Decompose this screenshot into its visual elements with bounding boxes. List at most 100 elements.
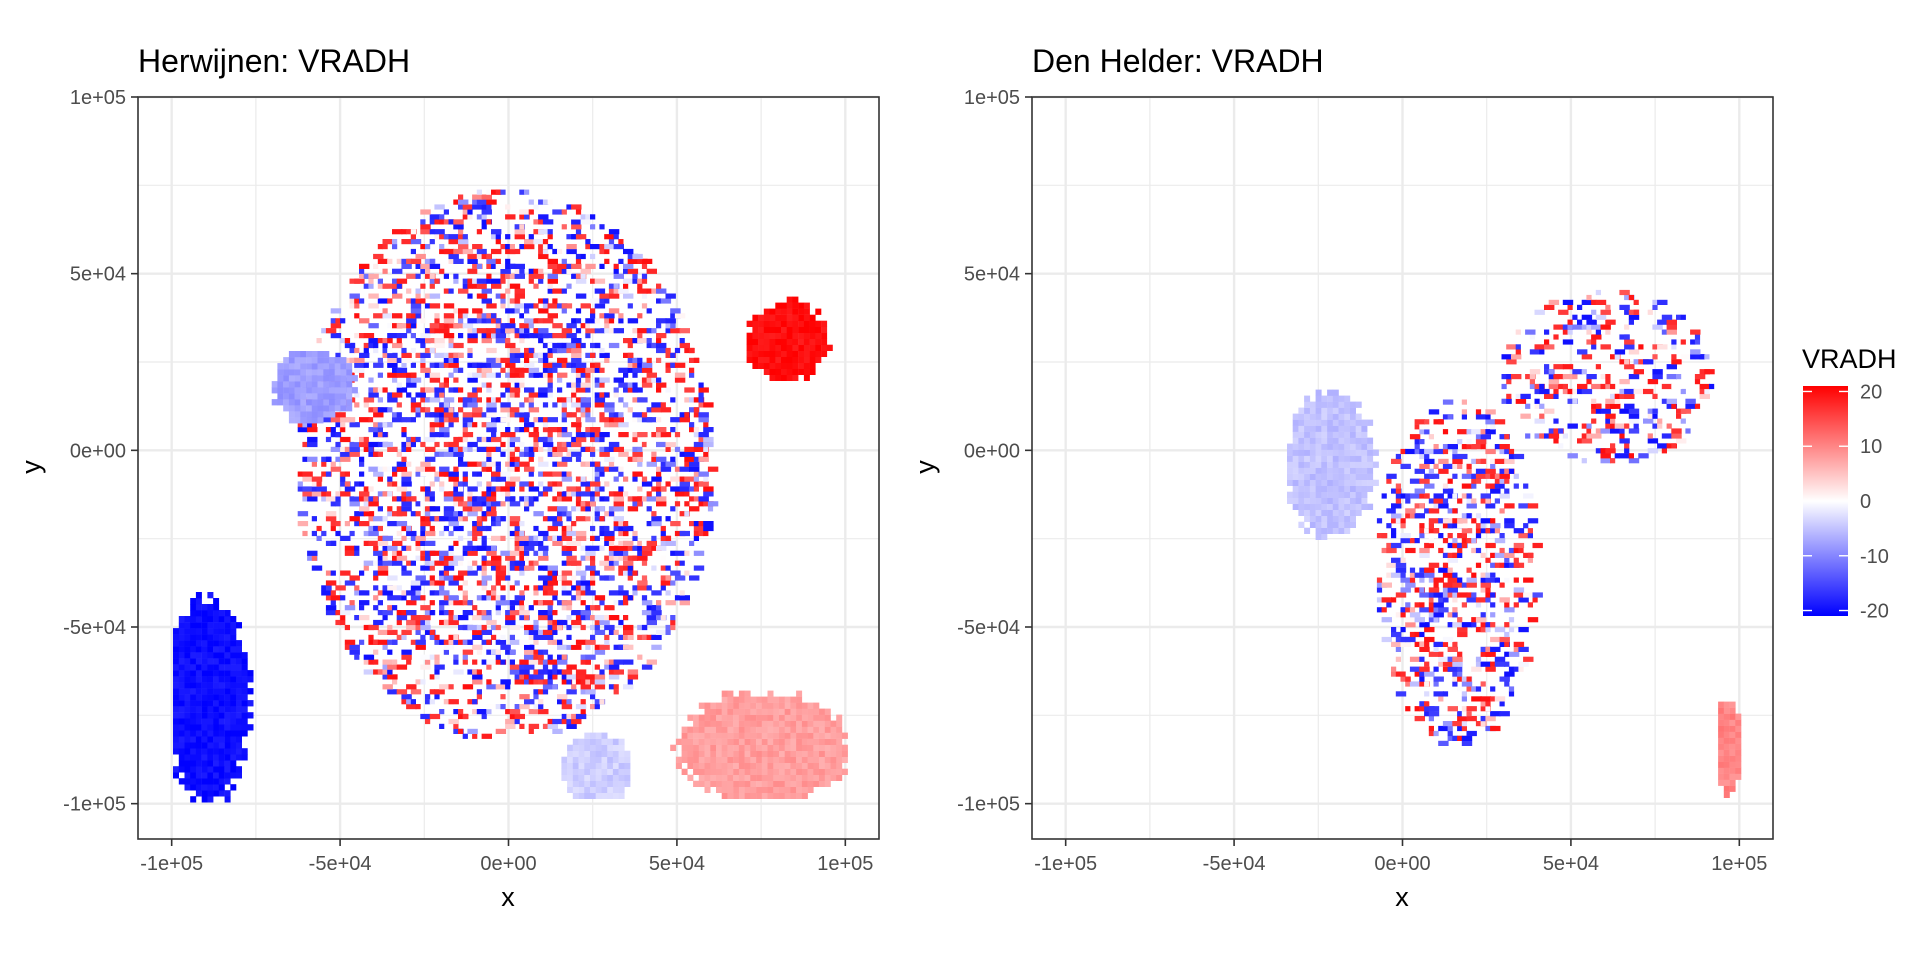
data-cell <box>623 615 629 621</box>
data-cell <box>1513 562 1525 568</box>
data-cell <box>472 525 478 532</box>
data-cell <box>201 658 208 665</box>
data-cell <box>623 530 629 537</box>
data-cell <box>571 684 577 690</box>
data-cell <box>1309 479 1316 486</box>
data-cell <box>1452 572 1458 578</box>
data-cell <box>1504 557 1510 563</box>
data-cell <box>758 350 765 357</box>
data-cell <box>689 466 700 472</box>
data-cell <box>201 604 208 611</box>
data-cell <box>387 491 393 497</box>
data-cell <box>335 422 341 428</box>
data-cell <box>1391 528 1397 534</box>
data-cell <box>467 540 473 546</box>
data-cell <box>486 491 492 497</box>
data-cell <box>727 750 734 757</box>
data-cell <box>547 619 553 626</box>
data-cell <box>594 476 600 482</box>
data-cell <box>453 525 464 532</box>
data-cell <box>387 362 398 368</box>
data-cell <box>790 708 797 715</box>
data-cell <box>796 744 803 751</box>
data-cell <box>190 742 197 749</box>
data-cell <box>660 555 666 561</box>
data-cell <box>344 545 356 551</box>
data-cell <box>1661 448 1667 454</box>
data-cell <box>547 723 558 729</box>
data-cell <box>542 352 549 358</box>
data-cell <box>547 377 553 383</box>
data-cell <box>443 362 449 368</box>
data-cell <box>505 308 516 314</box>
data-cell <box>681 744 688 751</box>
data-cell <box>1504 458 1515 464</box>
data-cell <box>491 555 502 561</box>
data-cell <box>382 550 388 556</box>
data-cell <box>637 283 643 289</box>
data-cell <box>1466 493 1472 499</box>
data-cell <box>552 570 558 576</box>
data-cell <box>604 456 615 462</box>
data-cell <box>500 298 506 304</box>
data-cell <box>803 344 810 351</box>
data-cell <box>434 664 445 670</box>
data-cell <box>528 352 534 358</box>
data-cell <box>1485 587 1491 593</box>
data-cell <box>453 669 464 675</box>
data-cell <box>637 654 643 660</box>
data-cell <box>1400 607 1406 613</box>
data-cell <box>190 748 197 755</box>
data-cell <box>1485 409 1496 415</box>
data-cell <box>201 646 208 653</box>
data-cell <box>311 381 318 388</box>
data-cell <box>300 369 307 376</box>
data-cell <box>443 234 449 240</box>
data-cell <box>1461 711 1467 717</box>
data-cell <box>429 580 435 586</box>
data-cell <box>340 405 347 412</box>
data-cell <box>1400 587 1411 593</box>
data-cell <box>773 792 780 799</box>
data-cell <box>329 357 335 364</box>
data-cell <box>618 750 625 757</box>
data-cell <box>307 496 318 502</box>
data-cell <box>786 314 793 321</box>
data-cell <box>599 545 605 551</box>
data-cell <box>1591 433 1602 439</box>
data-cell <box>1490 725 1501 732</box>
data-cell <box>288 399 295 406</box>
data-cell <box>590 481 601 487</box>
data-cell <box>429 496 435 502</box>
data-cell <box>420 679 426 685</box>
data-cell <box>195 592 202 599</box>
data-cell <box>594 367 600 373</box>
data-cell <box>1466 439 1472 445</box>
data-cell <box>1315 413 1322 420</box>
data-cell <box>656 545 667 551</box>
data-cell <box>557 516 563 522</box>
plot-area: -1e+05 -5e+04 0e+00 5e+04 1e+05-1e+05-5e+040… <box>957 87 1774 875</box>
data-cell <box>224 616 231 623</box>
data-cell <box>307 427 318 433</box>
data-cell <box>704 786 711 793</box>
x-tick-label: 5e+04 <box>649 853 705 875</box>
data-cell <box>769 314 776 321</box>
data-cell <box>514 288 525 294</box>
data-cell <box>519 481 530 487</box>
data-cell <box>335 412 346 418</box>
data-cell <box>641 412 648 418</box>
data-cell <box>1452 681 1458 687</box>
data-cell <box>472 679 483 685</box>
data-cell <box>599 644 610 650</box>
data-cell <box>585 318 596 324</box>
data-cell <box>359 521 370 527</box>
data-cell <box>443 397 455 403</box>
data-cell <box>344 486 356 492</box>
data-cell <box>567 786 574 793</box>
data-cell <box>641 476 648 482</box>
data-cell <box>599 446 605 452</box>
data-cell <box>716 720 722 727</box>
data-cell <box>401 649 412 655</box>
data-cell <box>359 333 365 339</box>
